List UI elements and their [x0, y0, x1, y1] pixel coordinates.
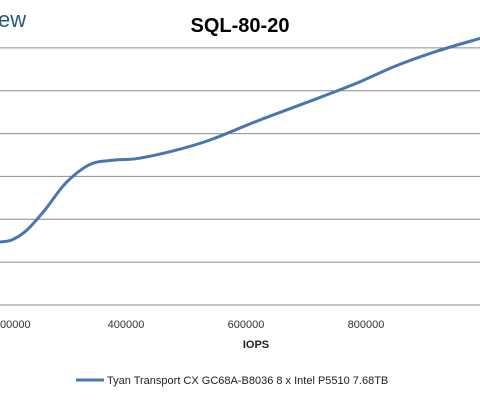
gridlines — [0, 47, 480, 263]
chart-title: SQL-80-20 — [191, 15, 290, 37]
legend: Tyan Transport CX GC68A-B8036 8 x Intel … — [76, 375, 388, 387]
x-tick-label-2: 600000 — [228, 319, 265, 331]
series-layer — [0, 36, 480, 244]
series-line-0 — [0, 36, 480, 244]
x-axis-label: IOPS — [243, 339, 269, 351]
watermark-text: ew — [0, 7, 26, 32]
x-tick-label-3: 800000 — [348, 319, 385, 331]
legend-series-label: Tyan Transport CX GC68A-B8036 8 x Intel … — [107, 375, 388, 387]
x-tick-label-0: 00000 — [0, 319, 31, 331]
x-axis-ticks: 00000 400000 600000 800000 — [0, 319, 384, 331]
x-tick-label-1: 400000 — [108, 319, 145, 331]
